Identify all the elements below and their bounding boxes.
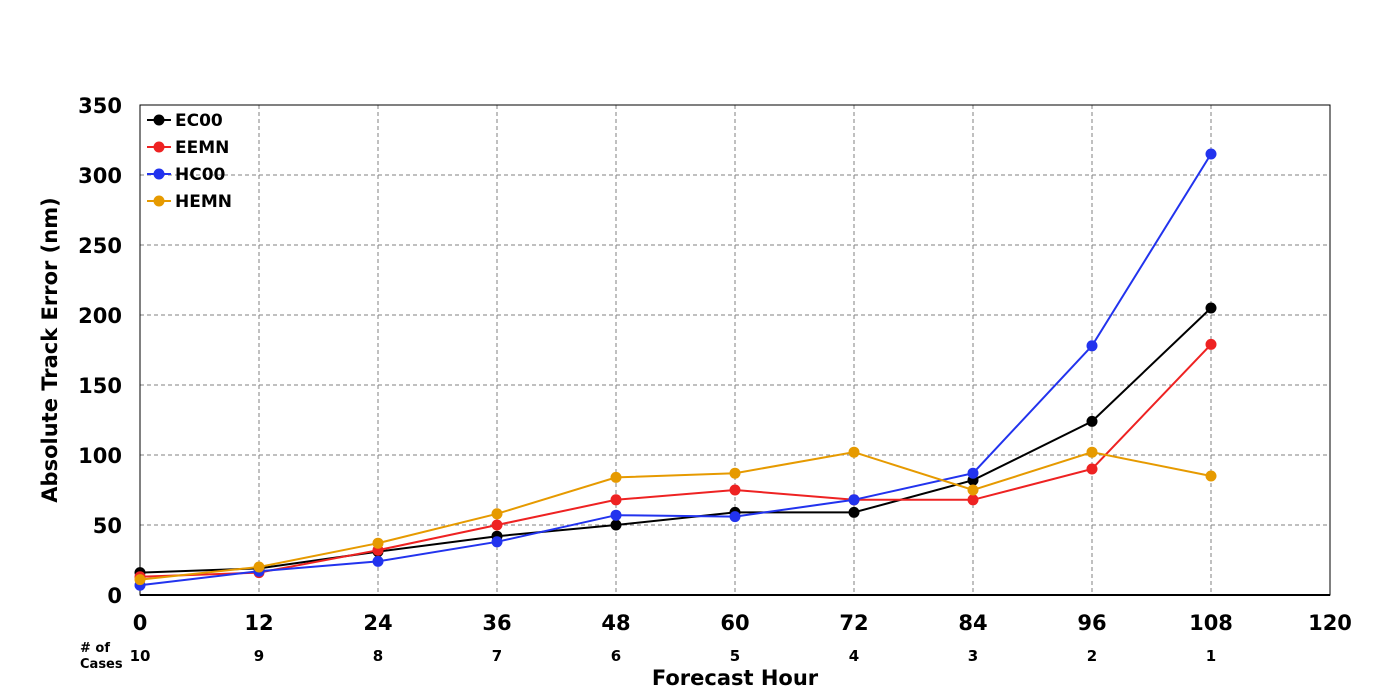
data-point	[729, 511, 741, 523]
data-point	[1205, 148, 1217, 160]
cases-label-line-1: # of	[80, 641, 110, 656]
data-point	[1205, 302, 1217, 314]
y-axis-title: Absolute Track Error (nm)	[38, 197, 62, 502]
series-line	[139, 451, 1212, 581]
data-point	[1205, 338, 1217, 350]
x-tick-label: 0	[133, 611, 148, 635]
series-lines	[134, 148, 1217, 591]
data-point	[848, 494, 860, 506]
legend-label: EEMN	[175, 138, 229, 158]
x-tick-label: 48	[601, 611, 630, 635]
legend: EC00 EEMN HC00 HEMN	[147, 111, 232, 212]
legend-item-hemn: HEMN	[147, 192, 232, 212]
legend-marker	[153, 114, 165, 126]
data-point	[491, 519, 503, 531]
series-line	[139, 153, 1212, 587]
data-point	[1205, 470, 1217, 482]
data-point	[491, 508, 503, 520]
series-hc00	[134, 148, 1217, 591]
series-ec00	[134, 302, 1217, 579]
data-point	[1086, 446, 1098, 458]
x-axis-title: Forecast Hour	[652, 666, 819, 690]
data-point	[967, 494, 979, 506]
x-tick-label: 84	[958, 611, 987, 635]
data-point	[967, 484, 979, 496]
data-point	[729, 484, 741, 496]
data-point	[372, 555, 384, 567]
y-tick-label: 200	[78, 304, 122, 328]
x-tick-label: 108	[1189, 611, 1233, 635]
legend-label: EC00	[175, 111, 223, 131]
cases-count: 4	[849, 647, 859, 665]
series-hemn	[134, 446, 1217, 586]
x-tick-label: 24	[363, 611, 392, 635]
y-tick-label: 150	[78, 374, 122, 398]
cases-count: 2	[1087, 647, 1097, 665]
grid-lines	[140, 105, 1330, 595]
data-point	[1086, 340, 1098, 352]
data-point	[1086, 415, 1098, 427]
legend-marker	[153, 168, 165, 180]
data-point	[1086, 463, 1098, 475]
data-point	[610, 471, 622, 483]
data-point	[610, 519, 622, 531]
series-line	[139, 307, 1212, 574]
y-tick-label: 250	[78, 234, 122, 258]
y-tick-labels: 0 50 100 150 200 250 300 350	[78, 94, 122, 608]
series-eemn	[134, 338, 1217, 583]
x-tick-label: 96	[1077, 611, 1106, 635]
data-point	[610, 494, 622, 506]
legend-marker	[153, 141, 165, 153]
cases-count: 8	[373, 647, 383, 665]
x-tick-label: 36	[482, 611, 511, 635]
cases-count: 10	[130, 647, 151, 665]
data-point	[372, 537, 384, 549]
cases-label-line-2: Cases	[80, 657, 123, 672]
x-tick-labels: 0 12 24 36 48 60 72 84 96 108 120	[133, 611, 1352, 635]
y-tick-label: 50	[93, 514, 122, 538]
cases-count: 9	[254, 647, 264, 665]
x-tick-label: 60	[720, 611, 749, 635]
legend-item-hc00: HC00	[147, 165, 226, 185]
y-tick-label: 350	[78, 94, 122, 118]
legend-label: HEMN	[175, 192, 232, 212]
data-point	[848, 506, 860, 518]
cases-row: # of Cases 10 9 8 7 6 5 4 3 2 1	[80, 641, 1216, 672]
data-point	[491, 536, 503, 548]
legend-item-eemn: EEMN	[147, 138, 229, 158]
cases-count: 7	[492, 647, 502, 665]
y-tick-label: 0	[107, 584, 122, 608]
y-tick-label: 100	[78, 444, 122, 468]
data-point	[610, 509, 622, 521]
cases-count: 5	[730, 647, 740, 665]
legend-item-ec00: EC00	[147, 111, 223, 131]
data-point	[729, 467, 741, 479]
data-point	[253, 561, 265, 573]
cases-count: 1	[1206, 647, 1216, 665]
y-tick-label: 300	[78, 164, 122, 188]
series-line	[139, 343, 1212, 578]
x-tick-label: 120	[1308, 611, 1352, 635]
cases-count: 6	[611, 647, 621, 665]
legend-label: HC00	[175, 165, 226, 185]
x-tick-label: 72	[839, 611, 868, 635]
x-tick-label: 12	[244, 611, 273, 635]
cases-count: 3	[968, 647, 978, 665]
data-point	[848, 446, 860, 458]
legend-marker	[153, 195, 165, 207]
data-point	[134, 574, 146, 586]
data-point	[967, 467, 979, 479]
